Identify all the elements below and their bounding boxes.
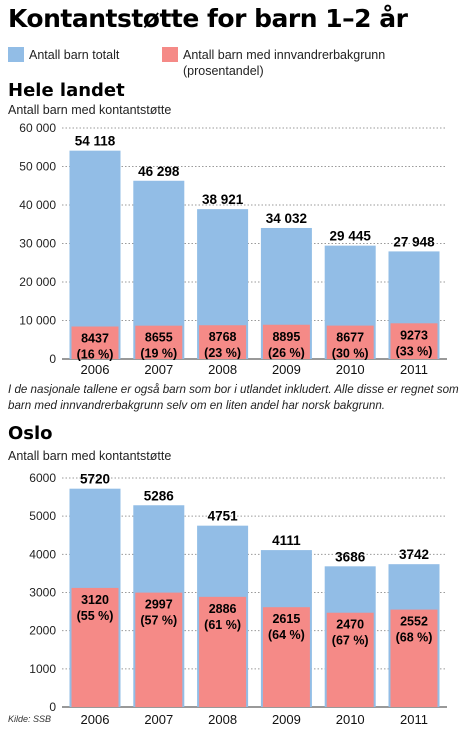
oslo-bar-immigrant-label: 2615: [272, 612, 300, 626]
hele-landet-bar-immigrant-label: 8655: [145, 331, 173, 345]
oslo-x-tick-label: 2011: [400, 712, 428, 727]
oslo-bar-immigrant: [71, 587, 119, 707]
oslo-y-tick-label: 0: [49, 700, 56, 714]
oslo-bar-immigrant-percent: (67 %): [332, 634, 369, 648]
oslo-bar-immigrant-label: 2886: [209, 602, 237, 616]
oslo-bar-immigrant: [326, 612, 374, 707]
oslo-bar-immigrant-label: 3120: [81, 593, 109, 607]
legend-label-total: Antall barn totalt: [29, 48, 120, 62]
hele-landet-x-tick-label: 2006: [81, 362, 110, 377]
hele-landet-bar-immigrant: [390, 323, 438, 359]
oslo-x-tick-label: 2010: [336, 712, 365, 727]
oslo-bar-immigrant-label: 2552: [400, 615, 428, 629]
oslo-y-tick-label: 6000: [29, 471, 56, 485]
hele-landet-bar-immigrant-percent: (30 %): [332, 347, 369, 361]
hele-landet-bar-total-label: 27 948: [393, 234, 435, 249]
legend-label-immigrant-line2: (prosentandel): [183, 64, 264, 78]
hele-landet-bar-immigrant: [135, 325, 183, 359]
hele-landet-y-tick-label: 0: [49, 352, 56, 366]
hele-landet-x-tick-label: 2007: [144, 362, 173, 377]
legend-swatch-total: [8, 47, 24, 62]
legend-label-immigrant: Antall barn med innvandrerbakgrunn (pros…: [183, 47, 385, 79]
hele-landet-y-tick-label: 10 000: [19, 314, 56, 328]
oslo-y-tick-label: 2000: [29, 624, 56, 638]
hele-landet-bar-immigrant-label: 8437: [81, 332, 109, 346]
hele-landet-bar-immigrant: [262, 324, 310, 359]
hele-landet-bar-immigrant-percent: (33 %): [396, 344, 433, 358]
hele-landet-y-tick-label: 20 000: [19, 275, 56, 289]
hele-landet-bar-immigrant-label: 8895: [272, 330, 300, 344]
oslo-bar-immigrant-percent: (68 %): [396, 631, 433, 645]
chart-oslo: 0 1000 2000 3000 4000 5000 6000 5720 3120 (55 %) 2…: [29, 471, 447, 727]
chart-ylabel-oslo: Antall barn med kontantstøtte: [8, 449, 172, 463]
hele-landet-bar-total-label: 54 118: [75, 134, 116, 149]
oslo-bar-immigrant-percent: (61 %): [204, 618, 241, 632]
oslo-bar-total-label: 4111: [272, 533, 301, 548]
oslo-y-tick-label: 4000: [29, 547, 56, 561]
oslo-bar-total-label: 3742: [399, 547, 429, 562]
oslo-bar-total-label: 5720: [80, 472, 110, 487]
hele-landet-x-tick-label: 2011: [400, 362, 428, 377]
oslo-bar-immigrant: [135, 592, 183, 707]
oslo-x-tick-label: 2009: [272, 712, 301, 727]
oslo-bar-total-label: 5286: [144, 488, 175, 503]
hele-landet-bar-immigrant-label: 8768: [209, 330, 237, 344]
page-title: Kontantstøtte for barn 1–2 år: [8, 4, 408, 33]
hele-landet-y-tick-label: 50 000: [19, 160, 56, 174]
hele-landet-bar-total-label: 38 921: [202, 192, 244, 207]
legend-label-immigrant-line1: Antall barn med innvandrerbakgrunn: [183, 48, 386, 62]
hele-landet-bar-immigrant-percent: (23 %): [204, 346, 241, 360]
oslo-y-tick-label: 1000: [29, 662, 56, 676]
chart-hele-landet: 0 10 000 20 000 30 000 40 000 50 000 60 000 54 …: [19, 121, 447, 377]
hele-landet-x-tick-label: 2008: [208, 362, 237, 377]
hele-landet-bar-immigrant-label: 9273: [400, 328, 428, 342]
chart-title-hele-landet: Hele landet: [8, 80, 125, 101]
oslo-x-tick-label: 2007: [144, 712, 173, 727]
oslo-bar-total-label: 4751: [208, 509, 239, 524]
hele-landet-bar-total-label: 29 445: [330, 229, 372, 244]
oslo-x-tick-label: 2006: [81, 712, 110, 727]
hele-landet-y-tick-label: 40 000: [19, 198, 56, 212]
hele-landet-bar-immigrant: [71, 326, 119, 359]
oslo-y-tick-label: 3000: [29, 586, 56, 600]
hele-landet-bar-immigrant-label: 8677: [336, 331, 364, 345]
hele-landet-bar-total-label: 34 032: [266, 211, 307, 226]
oslo-bar-immigrant-label: 2997: [145, 598, 173, 612]
hele-landet-bar-immigrant-percent: (26 %): [268, 346, 305, 360]
hele-landet-bar-total: [69, 150, 121, 359]
footnote: I de nasjonale tallene er også barn som …: [8, 383, 459, 412]
hele-landet-x-tick-label: 2010: [336, 362, 365, 377]
chart-ylabel-hele-landet: Antall barn med kontantstøtte: [8, 103, 172, 117]
oslo-bar-immigrant-label: 2470: [336, 618, 364, 632]
chart-title-oslo: Oslo: [8, 423, 53, 444]
hele-landet-bar-immigrant-percent: (19 %): [140, 347, 177, 361]
hele-landet-y-tick-label: 60 000: [19, 121, 56, 135]
legend-swatch-immigrant: [162, 47, 178, 62]
hele-landet-x-tick-label: 2009: [272, 362, 301, 377]
hele-landet-bar-immigrant: [199, 325, 247, 359]
hele-landet-bar-total-label: 46 298: [138, 164, 180, 179]
oslo-bar-immigrant-percent: (64 %): [268, 628, 305, 642]
hele-landet-y-tick-label: 30 000: [19, 237, 56, 251]
hele-landet-bar-immigrant: [326, 325, 374, 359]
oslo-bar-immigrant: [199, 596, 247, 707]
oslo-bar-immigrant-percent: (55 %): [77, 609, 114, 623]
hele-landet-bar-immigrant-percent: (16 %): [77, 348, 114, 362]
oslo-bar-immigrant-percent: (57 %): [140, 614, 177, 628]
oslo-y-tick-label: 5000: [29, 509, 56, 523]
source-label: Kilde: SSB: [8, 714, 52, 724]
oslo-bar-total-label: 3686: [335, 549, 366, 564]
oslo-bar-immigrant: [390, 609, 438, 707]
oslo-x-tick-label: 2008: [208, 712, 237, 727]
oslo-bar-immigrant: [262, 607, 310, 707]
